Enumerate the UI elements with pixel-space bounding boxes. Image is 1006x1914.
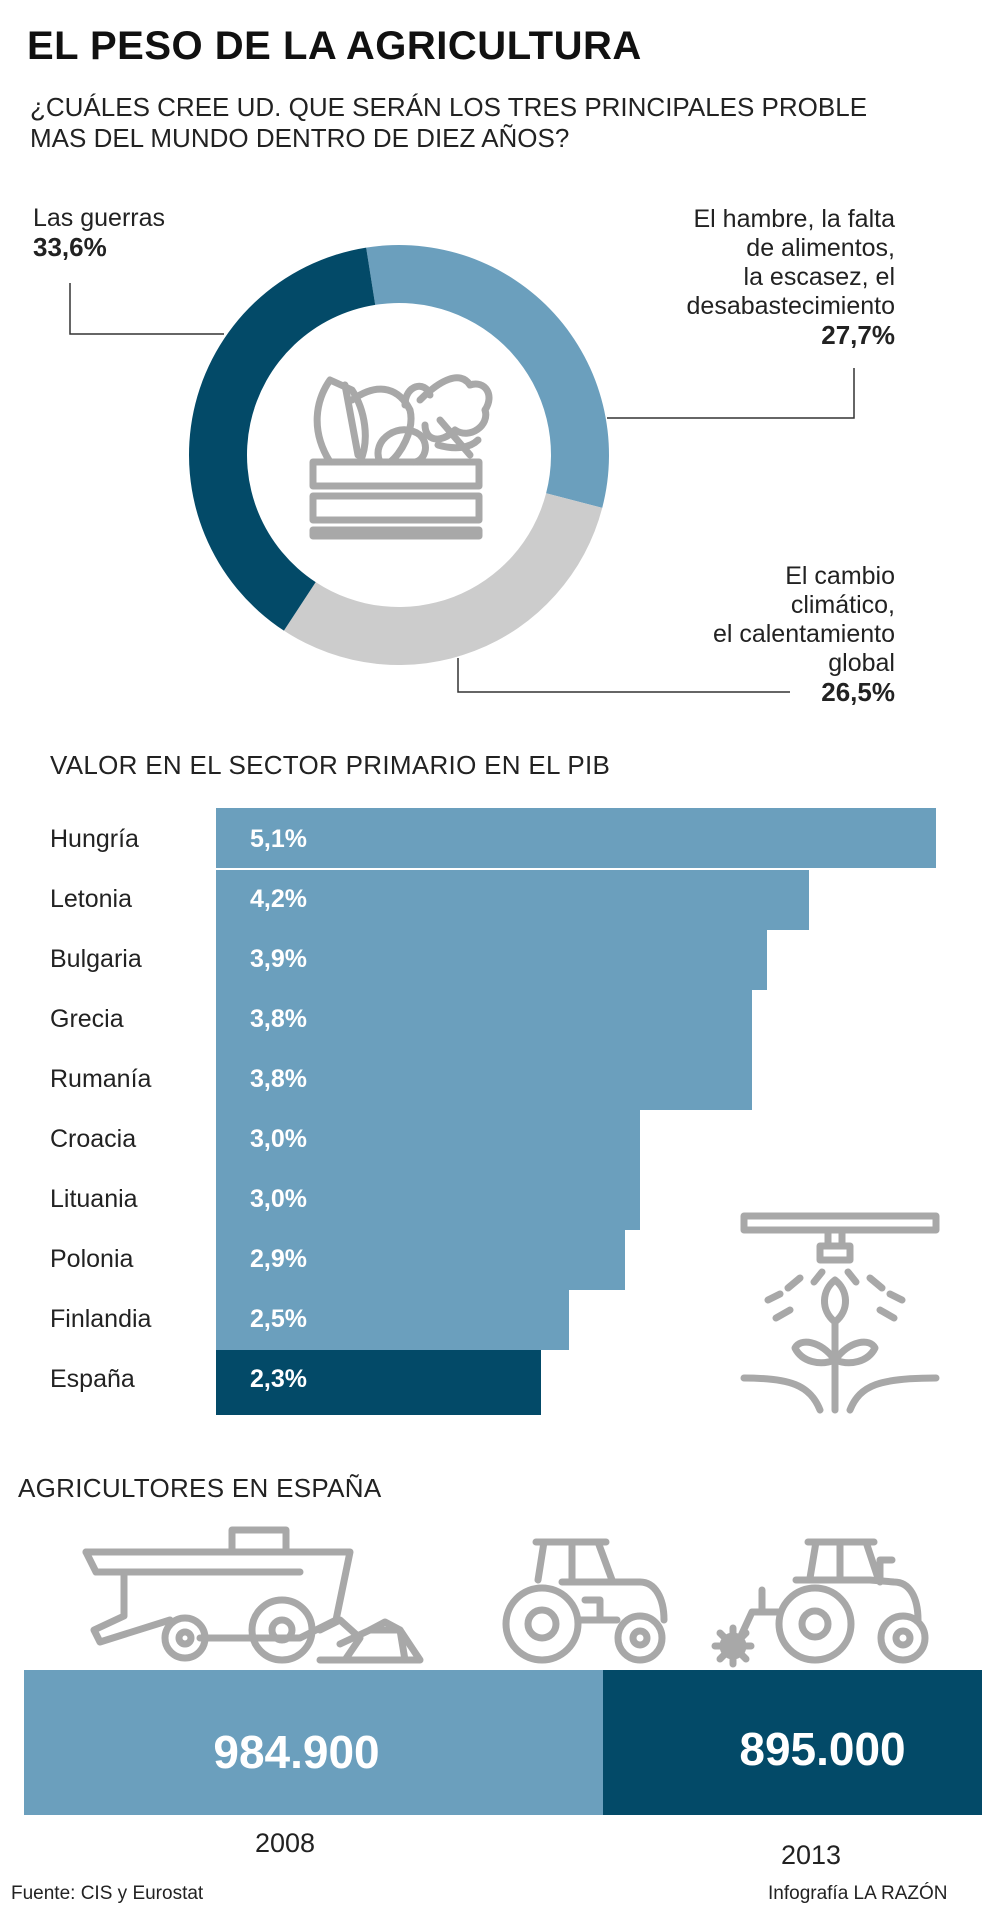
bar-category-label: Rumanía bbox=[50, 1065, 152, 1093]
bar-value-label: 2,5% bbox=[250, 1305, 307, 1333]
slice-label-hambre: El hambre, la falta de alimentos, la esc… bbox=[560, 205, 895, 350]
bar-value-label: 3,0% bbox=[250, 1125, 307, 1153]
slice-label-hambre-line-1: El hambre, la falta bbox=[693, 205, 896, 233]
slice-label-hambre-line-4: desabastecimiento bbox=[686, 292, 895, 320]
bar-category-label: Hungría bbox=[50, 825, 139, 853]
bar-5 bbox=[216, 1110, 640, 1170]
slice-label-cambio-line-2: climático, bbox=[790, 591, 895, 619]
bar-category-label: Croacia bbox=[50, 1125, 137, 1153]
slice-label-guerras: Las guerras 33,6% bbox=[33, 204, 165, 262]
leader-line-cambio bbox=[457, 658, 790, 693]
bar-value-label: 3,0% bbox=[250, 1185, 307, 1213]
bar-value-label: 2,3% bbox=[250, 1365, 307, 1393]
donut-slices bbox=[188, 245, 609, 666]
slice-label-hambre-line-3: la escasez, el bbox=[743, 263, 895, 291]
slice-label-hambre-line-2: de alimentos, bbox=[746, 234, 895, 262]
farmers-bar-2013 bbox=[603, 1670, 982, 1815]
farmers-chart-title: AGRICULTORES EN ESPAÑA bbox=[18, 1473, 382, 1503]
farmers-year-2008: 2008 bbox=[254, 1828, 316, 1858]
credit-note: Infografía LA RAZÓN bbox=[768, 1883, 948, 1904]
bar-8 bbox=[216, 1290, 569, 1350]
farmers-value-2008: 984.900 bbox=[213, 1726, 380, 1778]
farmers-value-2013: 895.000 bbox=[739, 1723, 906, 1775]
slice-pct-cambio: 26,5% bbox=[821, 677, 895, 707]
bar-4 bbox=[216, 1050, 753, 1110]
page-title: EL PESO DE LA AGRICULTURA bbox=[27, 24, 642, 68]
bar-7 bbox=[216, 1230, 626, 1290]
question-line-1: ¿CUÁLES CREE UD. QUE SERÁN LOS TRES PRIN… bbox=[30, 92, 868, 122]
vegetable-crate-icon bbox=[309, 374, 493, 540]
bar-chart-title: VALOR EN EL SECTOR PRIMARIO EN EL PIB bbox=[50, 750, 611, 780]
slice-label-cambio: El cambio climático, el calentamiento gl… bbox=[600, 562, 895, 707]
slice-cambio bbox=[283, 493, 603, 666]
bar-category-label: Polonia bbox=[50, 1245, 134, 1273]
bar-category-label: España bbox=[50, 1365, 135, 1393]
bar-value-label: 5,1% bbox=[250, 825, 307, 853]
slice-label-guerras-line-1: Las guerras bbox=[33, 204, 166, 232]
bar-0 bbox=[216, 808, 936, 868]
slice-pct-hambre: 27,7% bbox=[821, 320, 895, 350]
farmers-year-2013: 2013 bbox=[780, 1840, 842, 1870]
bar-9 bbox=[216, 1350, 541, 1415]
farmers-bar-2008 bbox=[24, 1670, 603, 1815]
donut-chart bbox=[69, 245, 855, 693]
source-note: Fuente: CIS y Eurostat bbox=[11, 1883, 204, 1904]
slice-hambre bbox=[366, 245, 609, 508]
slice-pct-guerras: 33,6% bbox=[33, 232, 107, 262]
bar-value-label: 3,8% bbox=[250, 1005, 307, 1033]
bar-category-label: Finlandia bbox=[50, 1305, 152, 1333]
bar-value-label: 3,8% bbox=[250, 1065, 307, 1093]
survey-question: ¿CUÁLES CREE UD. QUE SERÁN LOS TRES PRIN… bbox=[30, 92, 930, 154]
slice-label-cambio-line-3: el calentamiento bbox=[712, 620, 895, 648]
slice-label-cambio-line-4: global bbox=[828, 649, 895, 677]
machinery-icons bbox=[82, 1526, 929, 1668]
irrigation-sprout-icon bbox=[740, 1212, 940, 1414]
tractor-with-tiller-icon bbox=[711, 1538, 929, 1668]
bar-category-label: Grecia bbox=[50, 1005, 124, 1033]
tractor-icon bbox=[502, 1538, 668, 1664]
bar-value-label: 3,9% bbox=[250, 945, 307, 973]
leader-line-hambre bbox=[607, 368, 855, 419]
bar-value-label: 2,9% bbox=[250, 1245, 307, 1273]
bar-category-label: Letonia bbox=[50, 885, 133, 913]
slice-guerras bbox=[188, 247, 376, 631]
bar-3 bbox=[216, 990, 753, 1050]
bar-category-label: Bulgaria bbox=[50, 945, 142, 973]
bar-6 bbox=[216, 1170, 640, 1230]
bar-value-label: 4,2% bbox=[250, 885, 307, 913]
bar-1 bbox=[216, 870, 809, 930]
bar-2 bbox=[216, 930, 767, 990]
question-line-2: MAS DEL MUNDO DENTRO DE DIEZ AÑOS? bbox=[30, 123, 570, 153]
combine-harvester-icon bbox=[82, 1526, 424, 1664]
slice-label-cambio-line-1: El cambio bbox=[785, 562, 895, 590]
leader-line-guerras bbox=[69, 283, 224, 335]
bar-category-label: Lituania bbox=[50, 1185, 138, 1213]
